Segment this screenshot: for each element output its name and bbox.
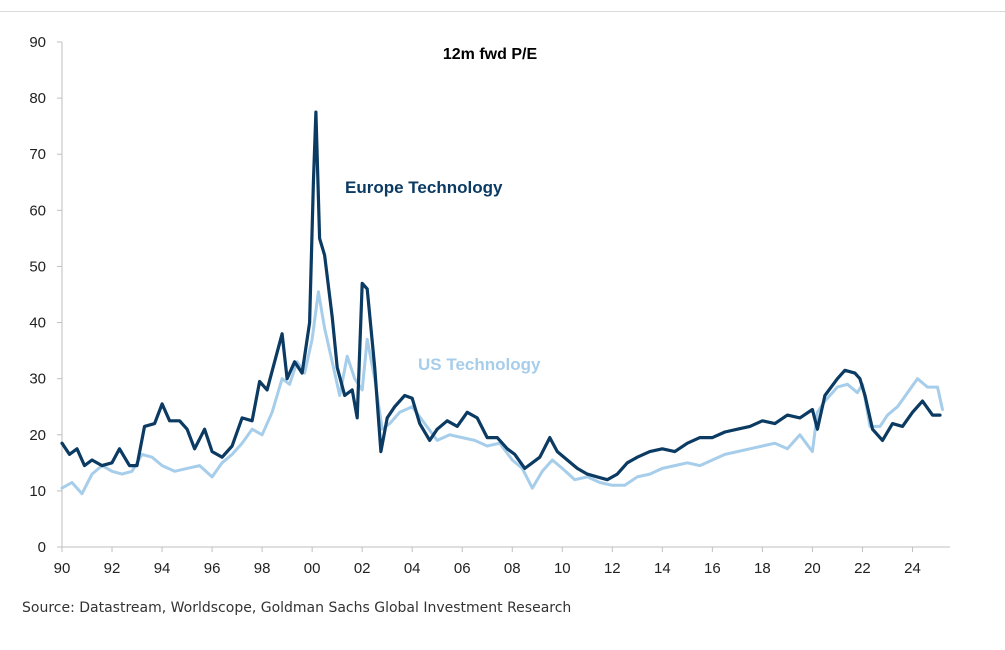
y-tick-label: 10 bbox=[29, 483, 46, 500]
x-tick-label: 12 bbox=[604, 560, 621, 577]
x-tick-label: 96 bbox=[204, 560, 221, 577]
x-tick-label: 08 bbox=[504, 560, 521, 577]
us-technology-line bbox=[60, 290, 944, 496]
x-tick-label: 00 bbox=[304, 560, 321, 577]
x-tick-label: 22 bbox=[854, 560, 871, 577]
europe-technology-line bbox=[60, 110, 942, 482]
x-tick-label: 90 bbox=[54, 560, 71, 577]
x-tick-label: 14 bbox=[654, 560, 671, 577]
pe-line-chart: 12m fwd P/E 0 10 20 30 40 50 60 70 80 90 90 92 94 96 9… bbox=[29, 34, 950, 577]
x-tick-label: 06 bbox=[454, 560, 471, 577]
x-tick-label: 18 bbox=[754, 560, 771, 577]
x-tick-label: 98 bbox=[254, 560, 271, 577]
source-note: Source: Datastream, Worldscope, Goldman … bbox=[22, 600, 572, 616]
y-tick-label: 40 bbox=[29, 315, 46, 332]
series-label-europe: Europe Technology bbox=[345, 178, 503, 197]
y-tick-label: 90 bbox=[29, 34, 46, 51]
x-tick-label: 04 bbox=[404, 560, 421, 577]
x-tick-label: 92 bbox=[104, 560, 121, 577]
y-tick-label: 20 bbox=[29, 427, 46, 444]
series-label-us: US Technology bbox=[418, 355, 541, 374]
y-tick-label: 50 bbox=[29, 258, 46, 275]
x-tick-label: 20 bbox=[804, 560, 821, 577]
y-tick-label: 0 bbox=[38, 539, 46, 556]
x-tick-label: 24 bbox=[904, 560, 921, 577]
x-tick-label: 16 bbox=[704, 560, 721, 577]
axes: 0 10 20 30 40 50 60 70 80 90 90 92 94 96 98 00 02 04 06 08 1… bbox=[29, 34, 950, 577]
top-divider bbox=[0, 11, 1005, 12]
y-tick-label: 80 bbox=[29, 90, 46, 107]
y-tick-label: 30 bbox=[29, 371, 46, 388]
y-tick-label: 60 bbox=[29, 202, 46, 219]
chart-title: 12m fwd P/E bbox=[443, 46, 538, 63]
y-tick-label: 70 bbox=[29, 146, 46, 163]
x-tick-label: 94 bbox=[154, 560, 171, 577]
series-lines bbox=[60, 110, 944, 496]
x-tick-label: 10 bbox=[554, 560, 571, 577]
x-tick-label: 02 bbox=[354, 560, 371, 577]
